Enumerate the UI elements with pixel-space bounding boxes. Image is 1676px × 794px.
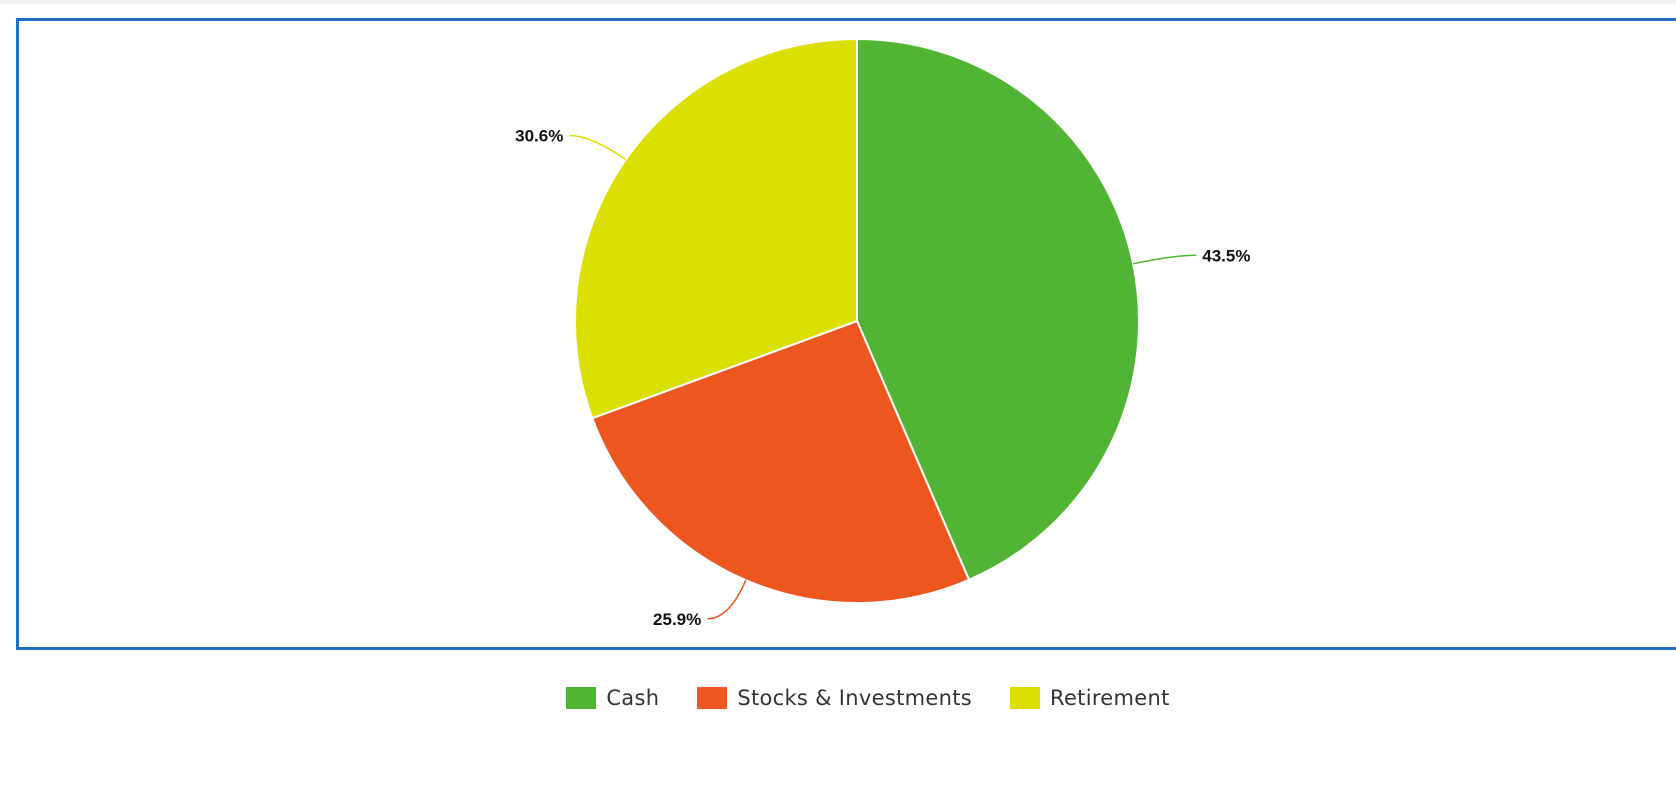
legend-label-stocks-investments: Stocks & Investments [737, 686, 972, 710]
legend-label-cash: Cash [606, 686, 660, 710]
leader-line-cash [1132, 254, 1197, 265]
top-strip [0, 0, 1676, 4]
data-label-stocks-investments: 25.9% [653, 610, 701, 629]
pie-leader-lines [569, 134, 1197, 620]
chart-legend: Cash Stocks & Investments Retirement [0, 686, 1676, 710]
leader-line-retirement [569, 134, 627, 161]
legend-item-stocks-investments[interactable]: Stocks & Investments [697, 686, 972, 710]
pie-slice-retirement[interactable] [574, 37, 858, 420]
leader-line-stocks-investments [707, 579, 747, 620]
pie-slice-stocks-investments[interactable] [590, 319, 971, 604]
pie-data-labels: 43.5% 25.9% 30.6% [515, 127, 1250, 629]
legend-swatch-stocks-investments [697, 687, 728, 709]
data-label-retirement: 30.6% [515, 127, 563, 146]
legend-item-cash[interactable]: Cash [566, 686, 659, 710]
legend-swatch-cash [566, 687, 597, 709]
data-label-cash: 43.5% [1202, 246, 1250, 265]
legend-item-retirement[interactable]: Retirement [1010, 686, 1170, 710]
pie-slices [574, 37, 1140, 604]
legend-label-retirement: Retirement [1050, 686, 1170, 710]
legend-swatch-retirement [1010, 687, 1040, 709]
